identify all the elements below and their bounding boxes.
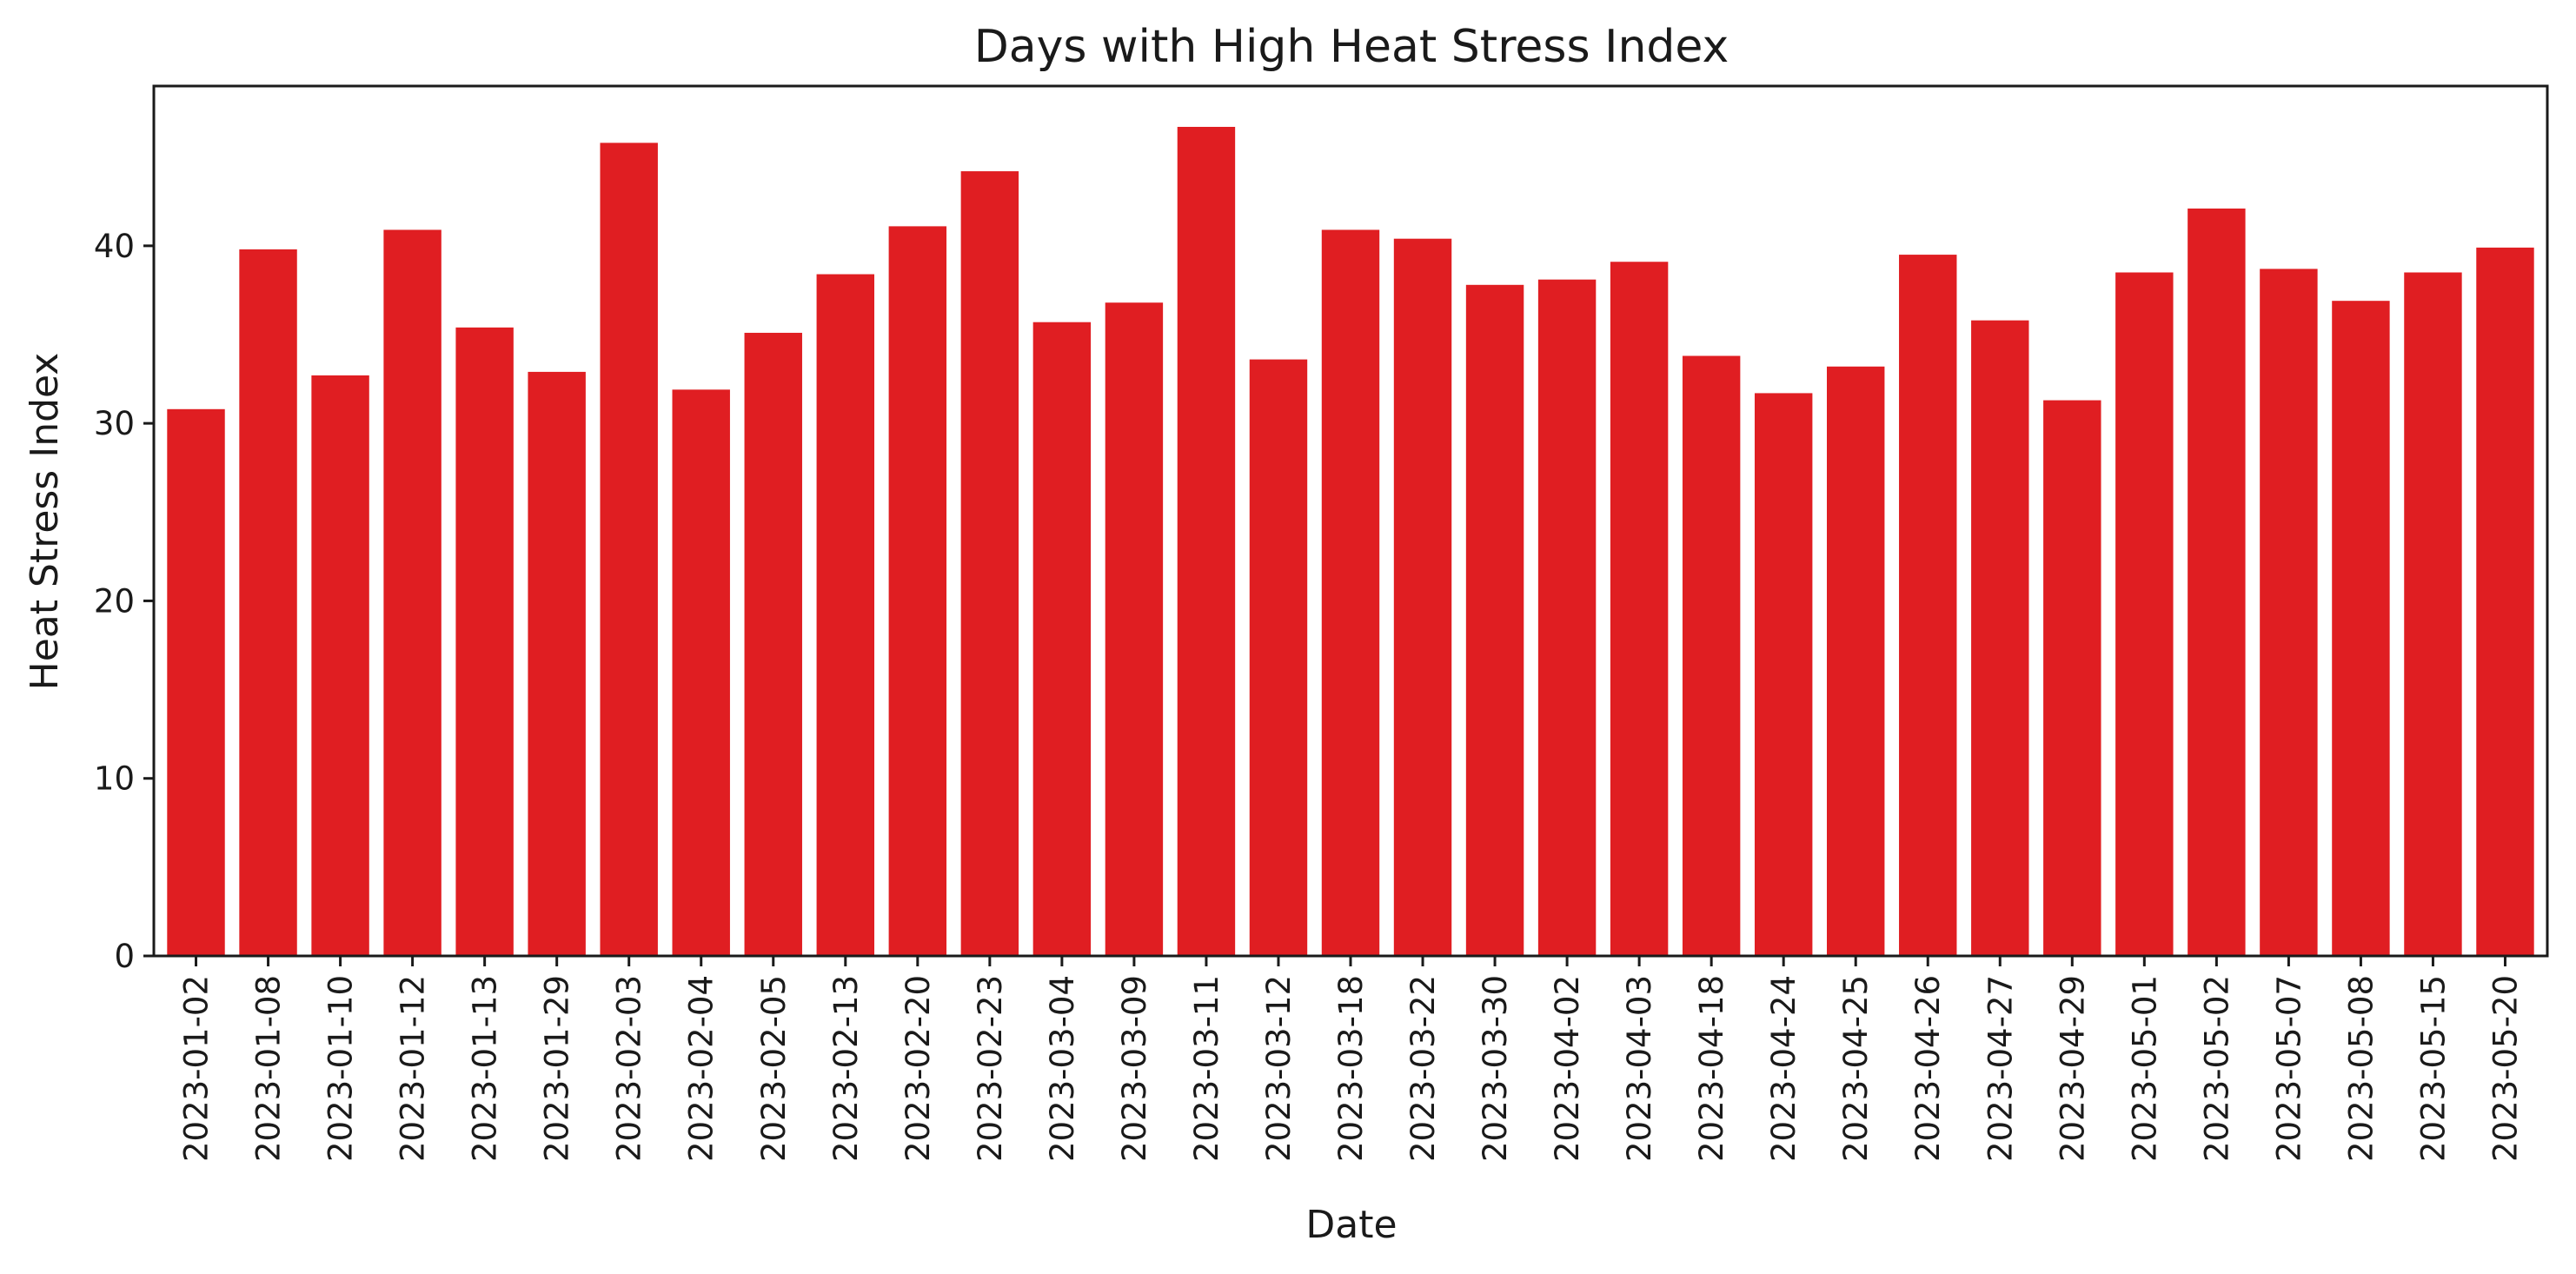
- x-tick-label: 2023-02-13: [827, 975, 865, 1162]
- x-tick-label: 2023-01-08: [250, 975, 288, 1162]
- x-tick-label: 2023-05-20: [2486, 975, 2524, 1162]
- bar-2023-04-03: [1610, 262, 1669, 956]
- bar-2023-04-26: [1899, 255, 1957, 957]
- bar-2023-02-13: [816, 274, 874, 956]
- x-tick-label: 2023-01-13: [467, 975, 504, 1162]
- x-tick-label: 2023-03-30: [1477, 975, 1514, 1162]
- x-tick-label: 2023-04-03: [1621, 975, 1658, 1162]
- y-axis: 0 10 20 30 40: [94, 228, 154, 975]
- bar-2023-04-24: [1754, 393, 1813, 956]
- x-axis-label: Date: [1305, 1203, 1397, 1247]
- x-tick-label: 2023-03-12: [1260, 975, 1298, 1162]
- y-axis-label: Heat Stress Index: [23, 353, 67, 691]
- bar-2023-03-12: [1249, 359, 1308, 957]
- bar-2023-02-05: [744, 332, 802, 956]
- bar-2023-02-20: [888, 226, 947, 956]
- bar-2023-01-08: [239, 249, 297, 956]
- bars-layer: [167, 126, 2534, 957]
- y-tick-label: 40: [94, 228, 135, 265]
- y-tick-label: 30: [94, 405, 135, 442]
- x-tick-label: 2023-01-29: [539, 975, 576, 1162]
- x-tick-label: 2023-04-27: [1982, 975, 2019, 1162]
- x-tick-label: 2023-05-02: [2198, 975, 2235, 1162]
- x-tick-label: 2023-05-15: [2414, 975, 2452, 1162]
- x-tick-label: 2023-02-20: [900, 975, 937, 1162]
- bar-2023-03-22: [1393, 238, 1452, 957]
- bar-2023-05-02: [2188, 208, 2246, 956]
- chart-title: Days with High Heat Stress Index: [974, 21, 1730, 73]
- bar-2023-01-29: [528, 371, 586, 956]
- x-tick-label: 2023-02-23: [972, 975, 1009, 1162]
- bar-2023-02-23: [960, 171, 1019, 957]
- x-tick-label: 2023-02-04: [683, 975, 720, 1162]
- x-tick-label: 2023-03-11: [1188, 975, 1225, 1162]
- x-tick-label: 2023-04-02: [1549, 975, 1586, 1162]
- bar-2023-05-01: [2115, 272, 2174, 956]
- x-tick-label: 2023-02-05: [755, 975, 793, 1162]
- bar-2023-05-08: [2332, 301, 2390, 957]
- bar-2023-05-07: [2260, 269, 2318, 956]
- bar-2023-01-02: [167, 408, 225, 956]
- x-tick-label: 2023-01-12: [395, 975, 432, 1162]
- bar-2023-01-12: [383, 229, 442, 956]
- bar-2023-01-13: [455, 327, 514, 956]
- x-tick-label: 2023-05-07: [2270, 975, 2307, 1162]
- bar-2023-03-11: [1177, 126, 1236, 956]
- x-tick-label: 2023-03-22: [1404, 975, 1442, 1162]
- bar-2023-01-10: [311, 375, 369, 956]
- y-tick-label: 10: [94, 760, 135, 798]
- bar-2023-05-15: [2404, 272, 2462, 956]
- x-tick-label: 2023-03-18: [1332, 975, 1370, 1162]
- y-tick-label: 20: [94, 582, 135, 620]
- x-tick-label: 2023-05-01: [2126, 975, 2163, 1162]
- x-tick-label: 2023-04-26: [1909, 975, 1947, 1162]
- bar-2023-03-30: [1465, 284, 1524, 956]
- bar-2023-04-18: [1682, 355, 1741, 956]
- bar-2023-02-04: [672, 389, 730, 956]
- x-tick-label: 2023-01-02: [178, 975, 216, 1162]
- bar-2023-04-25: [1827, 366, 1885, 956]
- x-axis: 2023-01-02 2023-01-08 2023-01-10 2023-01-12…: [178, 956, 2524, 1162]
- bar-2023-03-18: [1321, 229, 1380, 956]
- x-tick-label: 2023-03-09: [1116, 975, 1153, 1162]
- x-tick-label: 2023-04-29: [2054, 975, 2091, 1162]
- bar-2023-05-20: [2476, 247, 2534, 956]
- x-tick-label: 2023-04-25: [1837, 975, 1875, 1162]
- x-tick-label: 2023-04-18: [1693, 975, 1730, 1162]
- x-tick-label: 2023-01-10: [322, 975, 360, 1162]
- x-tick-label: 2023-02-03: [611, 975, 648, 1162]
- x-tick-label: 2023-04-24: [1765, 975, 1803, 1162]
- bar-2023-04-02: [1537, 279, 1597, 957]
- x-tick-label: 2023-03-04: [1044, 975, 1081, 1162]
- bar-2023-04-27: [1971, 320, 2029, 957]
- y-tick-label: 0: [114, 938, 135, 975]
- bar-2023-03-04: [1032, 322, 1092, 956]
- x-tick-label: 2023-05-08: [2342, 975, 2380, 1162]
- bar-2023-04-29: [2043, 400, 2101, 957]
- bar-2023-02-03: [600, 143, 658, 956]
- bar-2023-03-09: [1105, 302, 1164, 956]
